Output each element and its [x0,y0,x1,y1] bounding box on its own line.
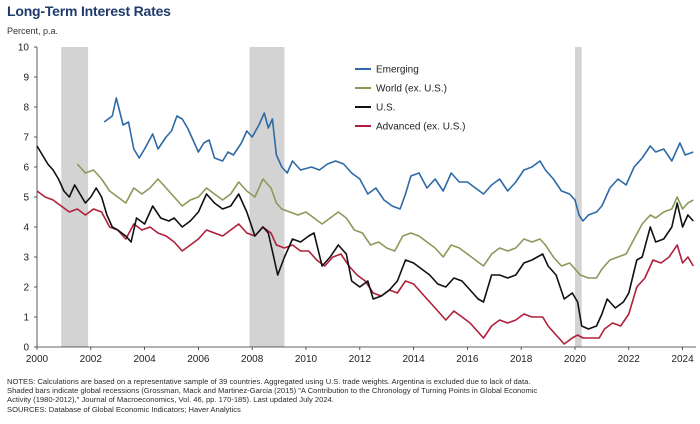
series-line-u-s [36,145,694,330]
series-lines [36,97,694,345]
recession-bars [61,47,582,347]
y-tick-label: 4 [23,223,29,234]
x-tick-label: 2000 [26,354,49,365]
x-tick-label: 2004 [133,354,156,365]
recession-bar [61,47,89,347]
legend: Emerging World (ex. U.S.) U.S. Advanced (ex… [355,65,465,133]
x-tick-label: 2024 [671,354,694,365]
y-tick-label: 7 [23,133,29,144]
axes: 0 1 2 3 4 5 6 7 8 9 10 2000 2002 2004 2006 2008 2010 2012… [18,43,696,365]
x-tick-label: 2012 [349,354,372,365]
legend-label: World (ex. U.S.) [376,84,447,95]
x-tick-label: 2020 [564,354,587,365]
x-tick-label: 2010 [295,354,318,365]
y-tick-label: 10 [18,43,30,54]
legend-label: Advanced (ex. U.S.) [376,122,465,133]
y-axis-label: Percent, p.a. [7,26,59,36]
series-line-emerging [103,97,694,222]
x-tick-label: 2006 [187,354,210,365]
y-tick-label: 5 [23,193,29,204]
x-tick-label: 2002 [80,354,103,365]
notes-line: Shaded bars indicate global recessions (… [7,386,538,396]
notes-line: NOTES: Calculations are based on a repre… [7,377,531,386]
series-line-world-ex-u-s [76,163,694,279]
y-tick-label: 2 [23,283,29,294]
y-tick-label: 0 [23,343,29,354]
y-tick-label: 9 [23,73,29,84]
x-tick-label: 2008 [241,354,264,365]
notes-line: Activity (1980-2012)," Journal of Macroe… [7,395,334,405]
chart-notes: NOTES: Calculations are based on a repre… [7,377,695,414]
recession-bar [574,47,582,347]
legend-label: Emerging [376,65,419,76]
x-tick-label: 2014 [402,354,425,365]
y-tick-label: 3 [23,253,29,264]
chart-title: Long-Term Interest Rates [7,3,171,19]
sources-line: SOURCES: Database of Global Economic Ind… [7,404,241,414]
y-tick-label: 1 [23,313,29,324]
legend-label: U.S. [376,103,395,114]
series-line-advanced-ex-u-s [36,190,694,345]
x-tick-label: 2016 [456,354,479,365]
y-tick-label: 8 [23,103,29,114]
y-tick-label: 6 [23,163,29,174]
x-tick-label: 2022 [618,354,641,365]
x-tick-label: 2018 [510,354,533,365]
